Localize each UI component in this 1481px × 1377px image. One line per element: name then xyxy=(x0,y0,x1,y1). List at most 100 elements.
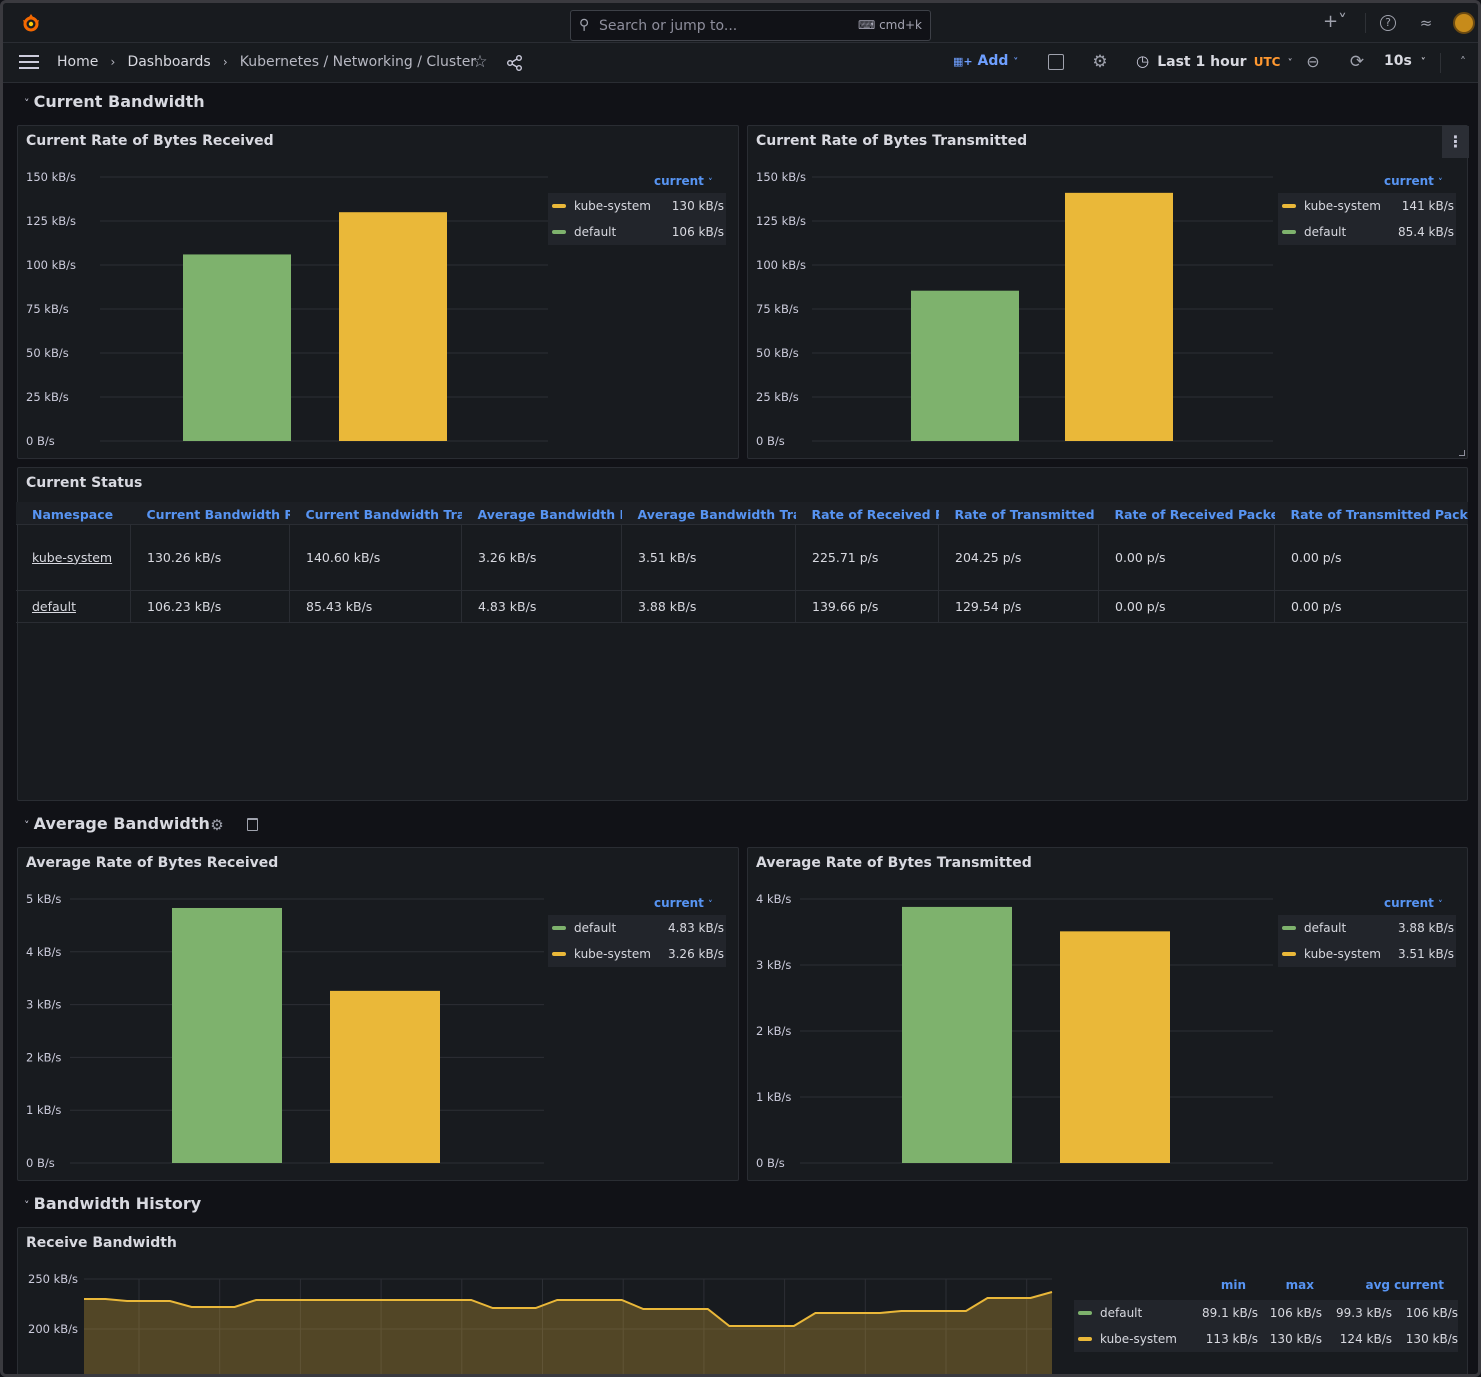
row-average-bandwidth[interactable]: ˅ Average Bandwidth xyxy=(24,814,210,833)
search-input[interactable]: ⚲ Search or jump to... ⌨ cmd+k xyxy=(570,10,931,41)
legend-series-name: kube-system xyxy=(574,947,651,961)
panel-menu-icon[interactable]: ⋮ xyxy=(1442,126,1469,158)
bar-default[interactable] xyxy=(172,907,282,1163)
row-title: Current Bandwidth xyxy=(33,92,205,111)
breadcrumb-dashboards[interactable]: Dashboards xyxy=(127,54,211,70)
bar-kube-system[interactable] xyxy=(1065,192,1173,441)
legend-item[interactable]: kube-system 3.51 kB/s xyxy=(1278,941,1456,967)
legend-column-header[interactable]: max xyxy=(1285,1278,1314,1292)
legend-value: 3.88 kB/s xyxy=(1397,921,1454,935)
legend-column-header[interactable]: current xyxy=(1394,1278,1444,1292)
row-settings-gear-icon[interactable]: ⚙ xyxy=(210,816,224,834)
legend-item[interactable]: default 106 kB/s xyxy=(548,219,726,245)
bar-default[interactable] xyxy=(911,290,1019,441)
refresh-interval-picker[interactable]: 10s ˅ xyxy=(1384,53,1426,69)
star-icon[interactable]: ☆ xyxy=(472,52,488,72)
row-delete-trash-icon[interactable] xyxy=(247,818,258,831)
legend-current-value: 130 kB/s xyxy=(1405,1332,1458,1346)
panel-receive-bandwidth[interactable]: Receive Bandwidth 250 kB/s 200 kB/s min ma… xyxy=(17,1227,1468,1377)
zoom-out-icon[interactable]: ⊖ xyxy=(1306,52,1320,71)
legend-item[interactable]: kube-system 130 kB/s xyxy=(548,193,726,219)
collapse-chevron-up-icon[interactable]: ˄ xyxy=(1460,55,1466,69)
column-header[interactable]: Average Bandwidth Received xyxy=(461,502,622,525)
column-header[interactable]: Rate of Transmitted Packets Dropped xyxy=(1274,502,1468,525)
time-range-picker[interactable]: ◷ Last 1 hour UTC ˅ xyxy=(1136,52,1293,70)
refresh-interval-label: 10s xyxy=(1384,53,1412,69)
bar-kube-system[interactable] xyxy=(339,212,447,441)
legend-column-header[interactable]: avg xyxy=(1365,1278,1390,1292)
legend-item[interactable]: kube-system 113 kB/s 130 kB/s 124 kB/s 130 k… xyxy=(1074,1326,1458,1352)
legend-table: min max avg current default 89.1 kB/s 106 kB/s… xyxy=(1074,1276,1458,1352)
legend-item[interactable]: kube-system 3.26 kB/s xyxy=(548,941,726,967)
panel-current-tx[interactable]: Current Rate of Bytes Transmitted ⋮ 150 … xyxy=(747,125,1469,459)
y-tick-label: 200 kB/s xyxy=(28,1322,78,1336)
legend-header: current xyxy=(1384,896,1434,910)
panel-current-rx[interactable]: Current Rate of Bytes Received 150 kB/s 1… xyxy=(17,125,739,459)
y-tick-label: 2 kB/s xyxy=(756,1024,791,1038)
panel-average-tx[interactable]: Average Rate of Bytes Transmitted 4 kB/s… xyxy=(747,847,1468,1181)
series-line-kube-system[interactable] xyxy=(84,1291,1053,1327)
column-header[interactable]: Namespace xyxy=(16,502,131,525)
legend-series-name: default xyxy=(574,921,617,935)
legend-sort-current[interactable]: current ˅ xyxy=(1384,174,1443,188)
row-current-bandwidth[interactable]: ˅ Current Bandwidth xyxy=(24,92,205,111)
panel-average-rx[interactable]: Average Rate of Bytes Received 5 kB/s 4 k… xyxy=(17,847,739,1181)
legend-item[interactable]: default 89.1 kB/s 106 kB/s 99.3 kB/s 106 kB/… xyxy=(1074,1300,1458,1326)
bar-kube-system[interactable] xyxy=(1060,931,1170,1163)
y-tick-label: 1 kB/s xyxy=(756,1090,791,1104)
legend-value: 141 kB/s xyxy=(1401,199,1454,213)
resize-handle-icon[interactable] xyxy=(1459,450,1465,456)
column-header[interactable]: Current Bandwidth Transmitted xyxy=(289,502,462,525)
legend-sort-current[interactable]: current ˅ xyxy=(654,174,713,188)
legend-item[interactable]: default 85.4 kB/s xyxy=(1278,219,1456,245)
chevron-right-icon: › xyxy=(222,55,228,69)
grafana-logo-icon[interactable] xyxy=(19,11,43,35)
legend-column-header[interactable]: min xyxy=(1220,1278,1246,1292)
save-icon[interactable] xyxy=(1048,54,1064,70)
legend-swatch xyxy=(1282,952,1296,956)
legend-sort-current[interactable]: current ˅ xyxy=(1384,896,1443,910)
breadcrumb: Home › Dashboards › Kubernetes / Network… xyxy=(57,54,476,70)
legend-item[interactable]: default 4.83 kB/s xyxy=(548,915,726,941)
legend-avg-value: 99.3 kB/s xyxy=(1335,1306,1392,1320)
table-cell: 0.00 p/s xyxy=(1098,590,1275,623)
namespace-link[interactable]: kube-system xyxy=(32,549,113,565)
settings-gear-icon[interactable]: ⚙ xyxy=(1092,52,1108,72)
namespace-link[interactable]: default xyxy=(32,598,76,614)
bar-chart: 5 kB/s 4 kB/s 3 kB/s 2 kB/s 1 kB/s 0 B/s xyxy=(26,892,544,1170)
column-header[interactable]: Average Bandwidth Transmitted xyxy=(621,502,796,525)
table-cell-value: 129.54 p/s xyxy=(955,598,1022,614)
legend-item[interactable]: kube-system 141 kB/s xyxy=(1278,193,1456,219)
panel-title: Receive Bandwidth xyxy=(26,1235,177,1251)
shortcut-label: cmd+k xyxy=(879,18,922,32)
menu-hamburger-icon[interactable] xyxy=(19,55,39,71)
column-header[interactable]: Rate of Received Packets Dropped xyxy=(1098,502,1275,525)
new-menu-plus-icon[interactable]: +˅ xyxy=(1322,11,1348,32)
legend-series-name: kube-system xyxy=(574,199,651,213)
y-tick-label: 3 kB/s xyxy=(26,998,61,1012)
help-icon[interactable]: ? xyxy=(1380,15,1396,31)
row-bandwidth-history[interactable]: ˅ Bandwidth History xyxy=(24,1194,201,1213)
legend-sort-current[interactable]: current ˅ xyxy=(654,896,713,910)
column-header[interactable]: Current Bandwidth Received xyxy=(130,502,290,525)
legend: kube-system 130 kB/s default 106 kB/s xyxy=(548,193,726,245)
column-header[interactable]: Rate of Transmitted Packets xyxy=(938,502,1099,525)
legend-swatch xyxy=(1282,230,1296,234)
bar-default[interactable] xyxy=(902,906,1012,1163)
share-icon[interactable] xyxy=(506,54,524,72)
news-feed-icon[interactable]: ≈ xyxy=(1419,14,1433,32)
column-header[interactable]: Rate of Received Packets xyxy=(795,502,939,525)
breadcrumb-home[interactable]: Home xyxy=(57,54,99,70)
y-tick-label: 150 kB/s xyxy=(26,170,76,184)
bar-default[interactable] xyxy=(183,254,291,441)
bar-kube-system[interactable] xyxy=(330,990,440,1163)
legend-item[interactable]: default 3.88 kB/s xyxy=(1278,915,1456,941)
avatar[interactable] xyxy=(1453,12,1475,34)
refresh-icon[interactable]: ⟳ xyxy=(1349,52,1365,72)
chevron-down-icon: ˅ xyxy=(1420,57,1426,68)
table-cell-value: 3.51 kB/s xyxy=(638,549,697,565)
y-tick-label: 0 B/s xyxy=(26,1156,55,1170)
bar-chart: 150 kB/s 125 kB/s 100 kB/s 75 kB/s 50 kB/s 25… xyxy=(26,170,548,448)
add-button[interactable]: ▦+ Add ˅ xyxy=(953,53,1018,69)
legend-value: 3.26 kB/s xyxy=(667,947,724,961)
